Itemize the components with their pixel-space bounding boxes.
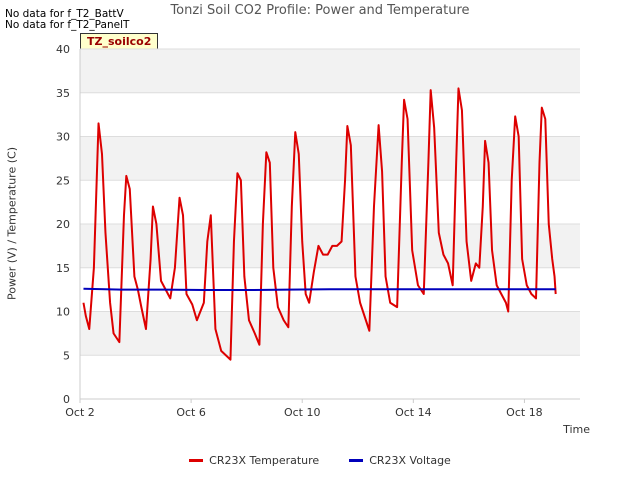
x-tick-label: Oct 14	[395, 406, 432, 419]
y-tick-label: 0	[63, 393, 70, 406]
axes	[79, 49, 580, 400]
plot-band	[80, 136, 580, 181]
voltage-series-line	[83, 287, 556, 292]
legend-item-voltage[interactable]: CR23X Voltage	[349, 454, 451, 467]
no-data-notice-2: No data for f_T2_PanelT	[5, 19, 130, 31]
x-tick-label: Oct 2	[65, 406, 95, 419]
y-tick-label: 35	[56, 87, 70, 100]
no-data-notice-1: No data for f_T2_BattV	[5, 8, 124, 20]
y-tick-label: 25	[56, 174, 70, 187]
x-tick-label: Oct 10	[284, 406, 321, 419]
site-badge[interactable]: TZ_soilco2	[80, 33, 159, 50]
plot-band	[80, 224, 580, 268]
temperature-series-line	[82, 87, 557, 361]
chart-title: Tonzi Soil CO2 Profile: Power and Temper…	[170, 3, 470, 18]
y-ticks: 0 5 10 15 20 25 30 35 40	[56, 43, 70, 406]
legend-swatch-temperature	[189, 459, 204, 462]
y-tick-label: 40	[56, 43, 70, 56]
legend-item-temperature[interactable]: CR23X Temperature	[189, 454, 319, 467]
plot-band	[80, 49, 580, 93]
x-ticks: Oct 2 Oct 6 Oct 10 Oct 14 Oct 18	[65, 399, 543, 419]
y-tick-label: 10	[56, 306, 70, 319]
x-tick-label: Oct 18	[506, 406, 543, 419]
legend-label-voltage: CR23X Voltage	[369, 454, 451, 467]
y-tick-label: 30	[56, 131, 70, 144]
plot-band	[80, 311, 580, 356]
legend-label-temperature: CR23X Temperature	[209, 454, 320, 467]
x-tick-label: Oct 6	[176, 406, 206, 419]
x-axis-label: Time	[563, 423, 590, 436]
y-tick-label: 5	[63, 349, 70, 362]
legend: CR23X Temperature CR23X Voltage	[0, 454, 640, 467]
series-lines	[82, 87, 557, 361]
y-tick-label: 20	[56, 218, 70, 231]
y-tick-label: 15	[56, 262, 70, 275]
legend-swatch-voltage	[349, 459, 364, 462]
